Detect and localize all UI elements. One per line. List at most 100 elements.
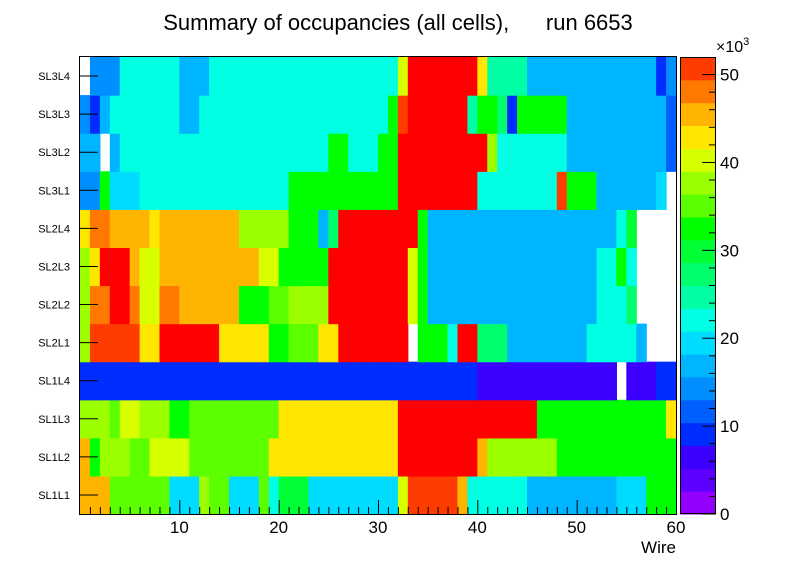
colorbar-band-8 — [680, 308, 716, 332]
heatmap-cell-SL2L1-32-33 — [397, 323, 409, 363]
heatmap-cell-SL1L3-33-34 — [407, 399, 419, 439]
heatmap-cell-SL3L3-44-49 — [517, 95, 568, 134]
heatmap-cell-SL2L4-55-56 — [626, 209, 637, 249]
heatmap-cell-SL1L1-20-23 — [278, 475, 310, 515]
heatmap-cell-SL3L2-3-4 — [109, 133, 121, 172]
heatmap-cell-SL1L1-13-15 — [209, 475, 230, 515]
heatmap-cell-SL2L4-8-16 — [159, 209, 240, 249]
heatmap-cell-SL3L1-39-40 — [467, 171, 478, 210]
heatmap-cell-SL3L4-34-35 — [417, 57, 429, 96]
heatmap-cell-SL2L3-27-31 — [348, 247, 389, 287]
y-tick-label-SL2L2: SL2L2 — [38, 300, 70, 312]
heatmap-cell-SL1L3-59-60 — [666, 399, 677, 439]
heatmap-cell-SL1L2-48-60 — [556, 437, 677, 477]
heatmap-cell-SL1L3-36-37 — [437, 399, 449, 439]
y-tick-label-SL1L2: SL1L2 — [38, 452, 70, 464]
heatmap-cell-SL1L3-3-4 — [109, 399, 121, 439]
heatmap-cell-SL2L1-43-51 — [507, 323, 588, 363]
y-tick-label-SL1L4: SL1L4 — [38, 376, 70, 388]
heatmap-cell-SL3L2-41-42 — [487, 133, 498, 172]
heatmap-cell-SL3L1-58-59 — [656, 171, 667, 210]
heatmap-cell-SL2L2-52-55 — [596, 285, 627, 325]
heatmap-cell-SL3L1-37-38 — [447, 171, 459, 210]
colorbar-band-12 — [680, 216, 716, 241]
heatmap-cell-SL2L2-19-21 — [268, 285, 290, 325]
heatmap-cell-SL2L1-51-56 — [586, 323, 637, 363]
heatmap-cell-SL3L2-25-27 — [328, 133, 349, 172]
plot-frame — [79, 56, 677, 515]
y-tick-label-SL1L1: SL1L1 — [38, 490, 70, 502]
colorbar-band-14 — [680, 171, 716, 195]
heatmap-cell-SL3L4-41-45 — [487, 57, 528, 96]
heatmap-cell-SL3L2-36-37 — [437, 133, 449, 172]
colorbar-exponent-base: ×10 — [716, 39, 743, 56]
heatmap-cell-SL3L4-45-58 — [527, 57, 657, 96]
heatmap-cell-SL2L3-6-8 — [139, 247, 161, 287]
heatmap-cell-SL3L3-12-31 — [199, 95, 389, 134]
heatmap-cell-SL2L2-34-35 — [417, 285, 429, 325]
heatmap-cell-SL1L3-32-33 — [397, 399, 409, 439]
heatmap-cell-SL3L4-4-10 — [119, 57, 180, 96]
heatmap-cell-SL3L1-48-49 — [556, 171, 568, 210]
heatmap-cell-SL1L1-54-57 — [616, 475, 647, 515]
heatmap-cell-SL3L4-36-37 — [437, 57, 449, 96]
heatmap-cell-SL2L1-39-40 — [467, 323, 478, 363]
heatmap-cell-SL3L1-2-3 — [99, 171, 111, 210]
heatmap-cell-SL1L1-18-19 — [258, 475, 270, 515]
heatmap-cell-SL3L3-3-10 — [109, 95, 180, 134]
heatmap-cell-SL3L4-35-36 — [427, 57, 439, 96]
heatmap-cell-SL1L3-4-6 — [119, 399, 141, 439]
heatmap-cell-SL1L3-34-36 — [417, 399, 439, 439]
heatmap-cell-SL3L2-35-36 — [427, 133, 439, 172]
heatmap-cell-SL3L4-13-32 — [209, 57, 399, 96]
heatmap-cell-SL1L2-2-5 — [99, 437, 131, 477]
heatmap-cell-SL2L1-38-39 — [457, 323, 468, 363]
heatmap-cell-SL3L2-33-34 — [407, 133, 419, 172]
chart-title: Summary of occupancies (all cells), run … — [163, 10, 633, 35]
heatmap-cell-SL3L4-10-13 — [179, 57, 210, 96]
heatmap-cell-SL1L3-46-59 — [536, 399, 667, 439]
heatmap-cell-SL2L4-34-35 — [417, 209, 429, 249]
heatmap-cell-SL1L1-9-12 — [169, 475, 200, 515]
color-scale: 0 10 20 30 40 50 — [680, 57, 739, 524]
x-tick-label-30: 30 — [369, 518, 388, 537]
heatmap-cell-SL2L1-21-24 — [288, 323, 319, 363]
heatmap-cell-SL2L2-21-25 — [288, 285, 329, 325]
heatmap-cell-SL2L2-27-32 — [348, 285, 399, 325]
colorbar-band-19 — [680, 57, 716, 81]
heatmap-cell-SL2L3-33-34 — [407, 247, 419, 287]
heatmap-cell-SL2L2-33-34 — [407, 285, 419, 325]
heatmap-cell-SL1L1-12-13 — [199, 475, 210, 515]
heatmap-cell-SL2L3-55-56 — [626, 247, 637, 287]
colorbar-tick-label-20: 20 — [720, 329, 739, 348]
heatmap-cell-SL3L1-34-35 — [417, 171, 429, 210]
heatmap-cell-SL3L1-33-34 — [407, 171, 419, 210]
heatmap-cell-SL3L3-59-60 — [666, 95, 677, 134]
colorbar-band-3 — [680, 422, 716, 446]
heatmap-cell-SL2L1-56-57 — [636, 323, 647, 363]
heatmap-cell-SL2L1-40-43 — [477, 323, 508, 363]
heatmap-cell-SL1L2-33-34 — [407, 437, 419, 477]
heatmap-cell-SL2L3-18-20 — [258, 247, 280, 287]
heatmap-cell-SL2L3-31-33 — [387, 247, 409, 287]
heatmap-cell-SL2L4-25-26 — [328, 209, 339, 249]
heatmap-cell-SL2L1-19-21 — [268, 323, 290, 363]
x-tick-label-20: 20 — [269, 518, 288, 537]
colorbar-tick-label-40: 40 — [720, 153, 739, 172]
colorbar-band-9 — [680, 285, 716, 309]
heatmap-cell-SL2L1-1-6 — [89, 323, 141, 363]
heatmap-cell-SL1L1-32-33 — [397, 475, 409, 515]
heatmap-cell-SL3L2-59-60 — [666, 133, 677, 172]
heatmap-cell-SL1L1-57-60 — [646, 475, 677, 515]
colorbar-band-4 — [680, 399, 716, 424]
colorbar-band-5 — [680, 376, 716, 401]
y-tick-label-SL2L1: SL2L1 — [38, 338, 70, 350]
heatmap-cell-SL2L2-55-56 — [626, 285, 637, 325]
y-tick-label-SL3L1: SL3L1 — [38, 185, 70, 197]
colorbar-band-0 — [680, 491, 716, 515]
heatmap-cell-SL1L2-39-40 — [467, 437, 478, 477]
heatmap-cell-SL2L1-34-37 — [417, 323, 449, 363]
colorbar-band-17 — [680, 102, 716, 127]
colorbar-band-7 — [680, 331, 716, 355]
